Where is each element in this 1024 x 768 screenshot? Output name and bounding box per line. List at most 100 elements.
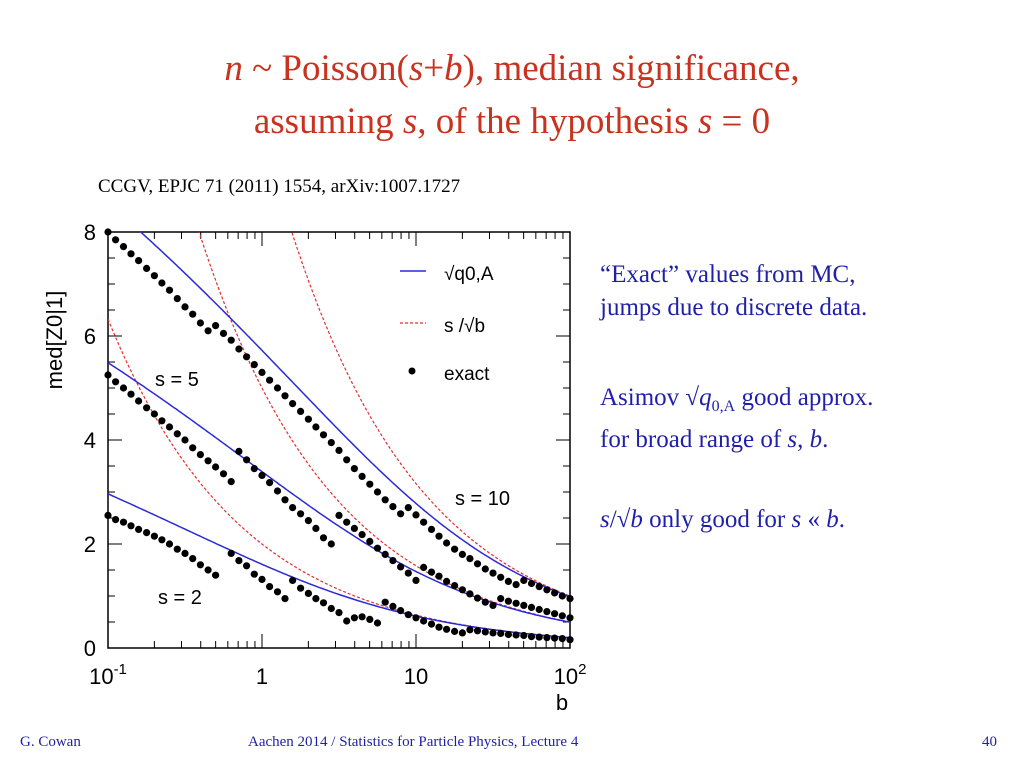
slide-title-line1: n ~ Poisson(s+b), median significance, xyxy=(224,48,800,89)
exact-point-s5 xyxy=(165,423,174,431)
exact-point-s10 xyxy=(481,565,489,573)
exact-point-s2 xyxy=(566,636,574,644)
label-s5: s = 5 xyxy=(155,369,199,391)
exact-point-s10 xyxy=(150,272,158,280)
exact-point-s10 xyxy=(527,579,536,588)
exact-point-s5 xyxy=(451,582,459,590)
exact-point-s5 xyxy=(466,590,474,598)
exact-point-s10 xyxy=(373,488,382,496)
exact-point-s10 xyxy=(350,465,358,473)
exact-point-s5 xyxy=(150,410,158,418)
note-asimov: Asimov √q0,A good approx. for broad rang… xyxy=(600,384,874,453)
exact-point-s2 xyxy=(189,555,197,563)
exact-point-s5 xyxy=(243,456,251,464)
exact-point-s10 xyxy=(204,327,212,335)
exact-point-s10 xyxy=(243,353,251,361)
exact-point-s2 xyxy=(227,549,235,558)
exact-point-s2 xyxy=(327,604,335,613)
exact-point-s2 xyxy=(281,595,289,603)
exact-point-s2 xyxy=(289,576,297,585)
exact-point-s10 xyxy=(566,595,574,603)
exact-point-s10 xyxy=(281,392,289,400)
exact-point-s10 xyxy=(219,329,228,337)
exact-point-s5 xyxy=(343,518,351,526)
exact-point-s5 xyxy=(558,612,566,620)
exact-point-s10 xyxy=(112,236,120,244)
exact-point-s10 xyxy=(504,577,512,586)
exact-point-s5 xyxy=(297,510,305,518)
slide-title-line2: assuming s, of the hypothesis s = 0 xyxy=(253,101,771,142)
exact-point-s10 xyxy=(489,569,497,577)
exact-point-s10 xyxy=(235,345,243,353)
exact-point-s5 xyxy=(173,430,181,438)
exact-point-s5 xyxy=(389,557,397,565)
exact-point-s10 xyxy=(297,407,305,415)
exact-point-s2 xyxy=(266,583,274,591)
note-exact: “Exact” values from MC, jumps due to dis… xyxy=(600,261,868,321)
exact-point-s2 xyxy=(512,631,520,639)
exact-point-s10 xyxy=(227,336,235,344)
exact-point-s5 xyxy=(227,478,235,486)
exact-point-s10 xyxy=(312,423,320,431)
exact-point-s2 xyxy=(489,629,497,637)
exact-point-s5 xyxy=(319,534,328,542)
exact-point-s5 xyxy=(135,397,143,405)
exact-point-s10 xyxy=(173,295,181,303)
exact-point-s5 xyxy=(373,544,382,552)
page-number: 40 xyxy=(982,734,997,750)
exact-point-s10 xyxy=(135,257,143,265)
exact-point-s2 xyxy=(358,613,366,621)
exact-point-s10 xyxy=(189,310,197,318)
exact-point-s2 xyxy=(119,518,128,526)
label-s10: s = 10 xyxy=(455,488,510,510)
exact-point-s10 xyxy=(212,322,220,330)
exact-point-s10 xyxy=(412,511,420,519)
exact-point-s5 xyxy=(250,465,258,473)
plot-frame xyxy=(107,231,571,649)
exact-point-s10 xyxy=(381,496,389,504)
exact-point-s2 xyxy=(350,614,358,622)
exact-point-s5 xyxy=(112,378,120,386)
exact-point-s5 xyxy=(143,404,151,412)
exact-point-s2 xyxy=(158,536,166,544)
exact-point-s2 xyxy=(504,630,512,639)
exact-point-s5 xyxy=(520,601,528,610)
exact-point-s5 xyxy=(566,614,574,622)
exact-point-s5 xyxy=(543,608,551,616)
exact-point-s5 xyxy=(435,572,443,580)
exact-point-s2 xyxy=(165,540,174,548)
legend-sqrtb-label: s /√b xyxy=(444,316,485,337)
exact-point-s2 xyxy=(204,566,212,574)
exact-point-s10 xyxy=(458,550,466,559)
exact-point-s10 xyxy=(558,592,566,600)
exact-point-s2 xyxy=(412,614,420,622)
exact-point-s5 xyxy=(443,577,451,586)
exact-point-s2 xyxy=(312,595,320,603)
exact-point-s10 xyxy=(520,576,528,585)
exact-point-s2 xyxy=(112,516,120,524)
exact-point-s10 xyxy=(389,503,397,511)
exact-point-s5 xyxy=(235,447,243,455)
exact-point-s2 xyxy=(304,589,312,598)
exact-point-s10 xyxy=(127,250,135,258)
exact-point-s10 xyxy=(143,264,151,272)
exact-point-s2 xyxy=(427,620,436,628)
exact-point-s2 xyxy=(235,557,243,565)
exact-point-s5 xyxy=(504,597,512,605)
y-axis-title: med[Z0|1] xyxy=(42,291,67,390)
exact-point-s10 xyxy=(119,243,128,251)
exact-point-s5 xyxy=(358,531,366,539)
exact-point-s2 xyxy=(258,575,266,584)
sqrtb-curve-s10 xyxy=(291,232,570,597)
exact-point-s10 xyxy=(165,286,174,294)
exact-point-s5 xyxy=(535,605,543,614)
y-tick-label: 0 xyxy=(84,636,96,661)
exact-point-s5 xyxy=(127,390,135,398)
exact-point-s10 xyxy=(397,510,405,518)
x-tick-label: 102 xyxy=(554,661,587,689)
y-tick-label: 2 xyxy=(84,532,96,557)
exact-point-s10 xyxy=(404,504,412,512)
exact-point-s5 xyxy=(335,511,343,519)
exact-point-s5 xyxy=(412,576,420,585)
exact-point-s2 xyxy=(381,598,389,606)
